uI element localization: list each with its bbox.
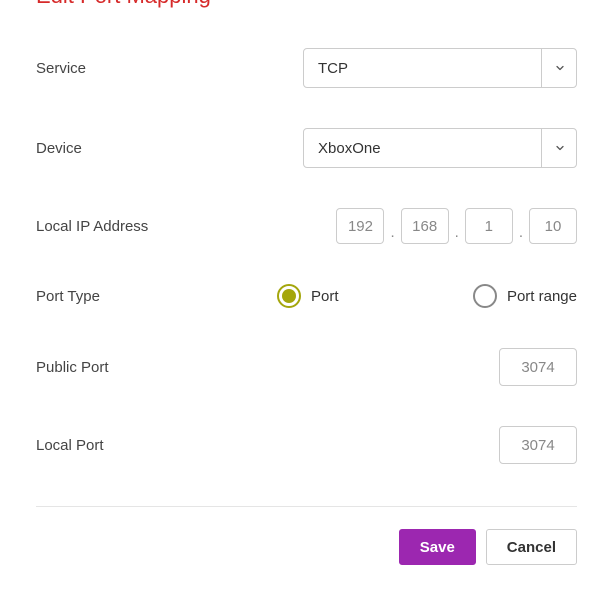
row-port-type: Port Type Port Port range	[36, 284, 577, 308]
ip-octet-3[interactable]	[465, 208, 513, 244]
radio-port-label: Port	[311, 288, 339, 305]
device-select-value: XboxOne	[318, 140, 381, 157]
ip-group: . . .	[336, 208, 577, 244]
ip-octet-1[interactable]	[336, 208, 384, 244]
radio-unselected-icon	[473, 284, 497, 308]
ip-octet-2[interactable]	[401, 208, 449, 244]
service-select-value: TCP	[318, 60, 348, 77]
device-select[interactable]: XboxOne	[303, 128, 577, 168]
row-local-port: Local Port	[36, 426, 577, 464]
label-public-port: Public Port	[36, 359, 109, 376]
label-local-ip: Local IP Address	[36, 218, 148, 235]
row-public-port: Public Port	[36, 348, 577, 386]
ip-dot: .	[453, 224, 461, 241]
save-button[interactable]: Save	[399, 529, 476, 565]
ip-dot: .	[517, 224, 525, 241]
ip-dot: .	[388, 224, 396, 241]
row-local-ip: Local IP Address . . .	[36, 208, 577, 244]
radio-port[interactable]: Port	[277, 284, 339, 308]
label-service: Service	[36, 60, 86, 77]
divider	[36, 506, 577, 507]
cancel-button[interactable]: Cancel	[486, 529, 577, 565]
footer: Save Cancel	[36, 529, 577, 565]
label-device: Device	[36, 140, 82, 157]
ip-octet-4[interactable]	[529, 208, 577, 244]
row-service: Service TCP	[36, 48, 577, 88]
label-local-port: Local Port	[36, 437, 104, 454]
radio-selected-icon	[277, 284, 301, 308]
radio-port-range[interactable]: Port range	[473, 284, 577, 308]
service-select[interactable]: TCP	[303, 48, 577, 88]
page-title: Edit Port Mapping	[36, 0, 577, 8]
label-port-type: Port Type	[36, 288, 100, 305]
radio-port-range-label: Port range	[507, 288, 577, 305]
local-port-input[interactable]	[499, 426, 577, 464]
public-port-input[interactable]	[499, 348, 577, 386]
row-device: Device XboxOne	[36, 128, 577, 168]
